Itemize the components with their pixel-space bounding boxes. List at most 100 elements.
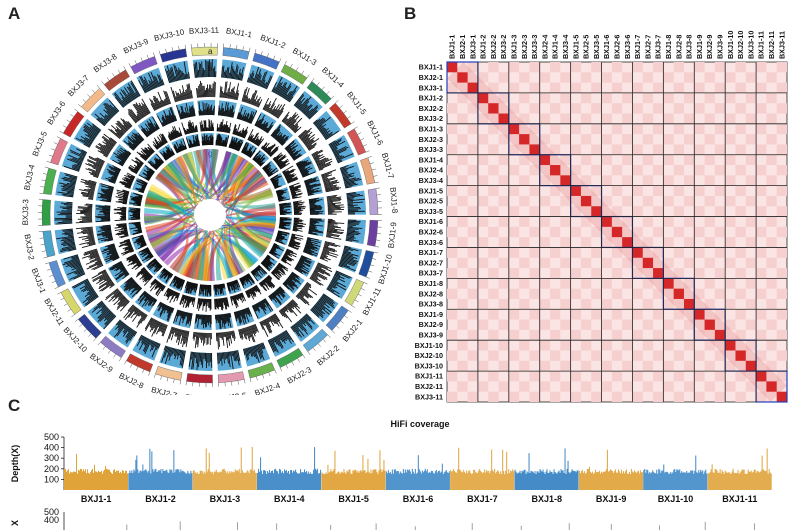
track-bar xyxy=(282,331,288,340)
track-bar xyxy=(117,155,126,162)
heatmap-cell xyxy=(550,144,561,155)
track-bar xyxy=(71,256,79,260)
track-bar xyxy=(230,66,234,79)
track-bar xyxy=(270,272,280,281)
track-bar xyxy=(176,293,181,302)
track-bar xyxy=(141,184,147,188)
track-bar xyxy=(323,247,338,252)
heatmap-cell xyxy=(673,268,684,279)
synteny-link xyxy=(184,231,272,278)
ideogram-tick xyxy=(242,46,244,51)
second-y-tick-label: 400 xyxy=(44,515,59,525)
track-bar xyxy=(107,114,112,120)
track-bar xyxy=(157,74,163,86)
track-bar xyxy=(119,181,132,187)
chromosome-band xyxy=(62,111,85,138)
track-bar xyxy=(281,332,287,341)
track-bar xyxy=(96,305,107,315)
track-bar xyxy=(135,201,142,204)
track-bar xyxy=(279,138,285,144)
track-bar xyxy=(200,124,203,132)
track-bar xyxy=(110,137,118,144)
track-bar xyxy=(269,338,277,352)
track-bar xyxy=(147,258,156,266)
track-bar xyxy=(224,313,227,324)
heatmap-cell xyxy=(694,206,705,217)
row-label: BXJ1-3 xyxy=(419,124,443,133)
track-bar xyxy=(148,122,156,132)
track-bar xyxy=(314,157,320,161)
track-bar xyxy=(174,115,178,121)
track-bar xyxy=(250,90,257,105)
track-bar xyxy=(63,179,76,184)
track-bar xyxy=(237,68,241,80)
track-bar xyxy=(163,154,168,160)
track-bar xyxy=(141,295,151,307)
track-bar xyxy=(124,277,133,284)
heatmap-cell xyxy=(776,185,787,196)
track-bar xyxy=(300,100,310,112)
track-bar xyxy=(268,173,273,177)
track-bar xyxy=(122,273,130,280)
track-bar xyxy=(245,275,250,283)
column-label: BXJ3-11 xyxy=(777,31,786,59)
chromosome-axis-label: BXJ1-5 xyxy=(338,494,369,504)
track-bar xyxy=(270,174,279,180)
ideogram-tick xyxy=(41,250,46,252)
heatmap-cell xyxy=(611,185,623,196)
ideogram-tick xyxy=(70,114,74,117)
track-bar xyxy=(279,218,291,221)
heatmap-cell xyxy=(704,134,715,145)
track-bar xyxy=(276,289,285,299)
track-bar xyxy=(145,317,153,332)
heatmap-cell xyxy=(673,82,684,93)
row-label: BXJ1-5 xyxy=(419,186,443,195)
track-bar xyxy=(253,74,259,85)
ideogram-tick xyxy=(312,347,316,352)
heatmap-cell xyxy=(560,381,571,392)
track-bar xyxy=(77,206,93,209)
track-bar xyxy=(123,179,133,185)
track-bar xyxy=(259,123,263,129)
ideogram-tick xyxy=(128,63,131,67)
track-bar xyxy=(137,227,142,230)
track-bar xyxy=(83,129,96,139)
track-bar xyxy=(231,112,234,118)
track-bar xyxy=(214,82,216,98)
track-bar xyxy=(303,249,312,254)
track-bar xyxy=(128,111,138,123)
track-bar xyxy=(347,220,361,223)
ideogram-tick xyxy=(322,339,326,343)
chromosome-band xyxy=(276,347,304,368)
track-bar xyxy=(72,164,81,169)
track-bar xyxy=(299,291,305,297)
track-bar xyxy=(341,255,359,262)
track-bar xyxy=(260,71,268,87)
track-bar xyxy=(307,237,312,240)
track-bar xyxy=(120,267,126,272)
track-bar xyxy=(301,134,311,142)
track-bar xyxy=(263,124,269,131)
track-bar xyxy=(88,237,95,240)
heatmap-cell xyxy=(580,298,592,310)
track-bar xyxy=(240,114,243,120)
track-bar xyxy=(268,252,280,259)
track-bar xyxy=(127,244,132,247)
track-bar xyxy=(293,225,303,228)
track-bar xyxy=(142,274,151,283)
track-bar xyxy=(286,248,294,253)
track-bar xyxy=(166,305,169,311)
track-bar xyxy=(126,281,137,291)
track-bar xyxy=(190,282,194,294)
track-bar xyxy=(180,310,183,317)
track-bar xyxy=(287,277,298,287)
track-bar xyxy=(293,219,304,222)
track-bar xyxy=(143,79,151,92)
track-bar xyxy=(84,248,98,254)
heatmap-cell xyxy=(601,92,612,104)
ideogram-tick xyxy=(117,69,121,74)
track-bar xyxy=(324,133,333,139)
track-bar xyxy=(278,286,286,294)
track-bar xyxy=(346,197,355,200)
ideogram-tick xyxy=(165,48,167,53)
